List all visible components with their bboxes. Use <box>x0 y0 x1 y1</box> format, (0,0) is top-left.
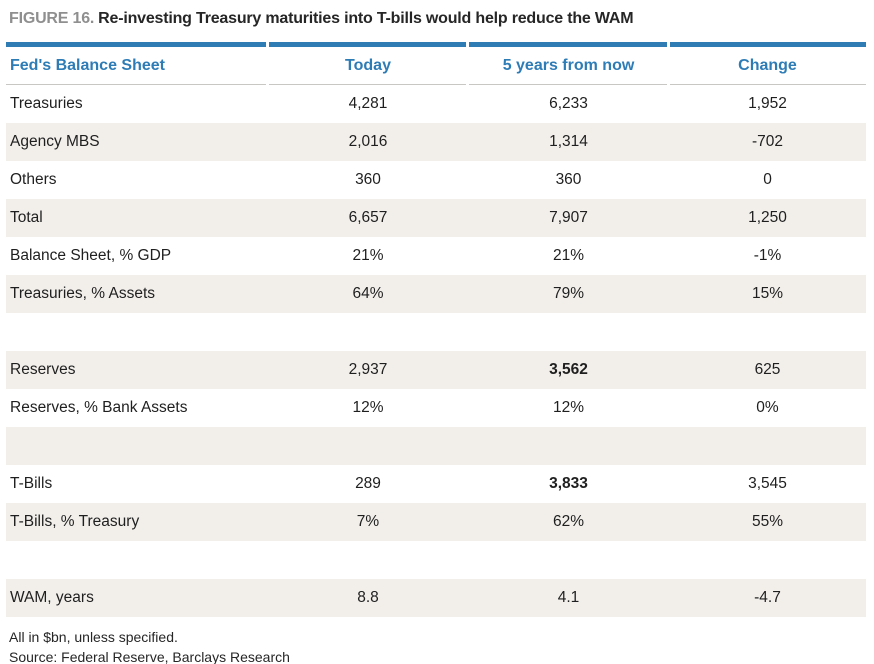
value-cell: -4.7 <box>754 589 781 606</box>
value-cell: 289 <box>355 475 381 492</box>
figure-title: FIGURE 16. Re-investing Treasury maturiti… <box>0 0 874 28</box>
header-divider-rule <box>6 84 866 85</box>
rule-segment <box>469 84 667 85</box>
table-row: Reserves 2,937 3,562 625 <box>6 351 866 389</box>
row-label-cell: T-Bills <box>10 475 53 492</box>
value-cell: 1,952 <box>748 95 787 112</box>
spacer-row <box>6 313 866 351</box>
row-label-cell: WAM, years <box>10 589 94 606</box>
value-cell: 7,907 <box>549 209 588 226</box>
rule-segment <box>6 84 266 85</box>
row-label-cell: T-Bills, % Treasury <box>10 513 140 530</box>
table-row: Treasuries, % Assets 64% 79% 15% <box>6 275 866 313</box>
row-label-cell: Balance Sheet, % GDP <box>10 247 172 264</box>
column-header-today: Today <box>345 56 391 74</box>
figure-number-label: FIGURE 16. <box>9 10 95 27</box>
row-label-cell: Total <box>10 209 43 226</box>
value-cell: 625 <box>754 361 781 378</box>
table-row: T-Bills 289 3,833 3,545 <box>6 465 866 503</box>
value-cell: 3,833 <box>549 475 588 492</box>
table-top-rule <box>6 42 866 47</box>
table-row: Others 360 360 0 <box>6 161 866 199</box>
value-cell: 62% <box>552 513 585 530</box>
value-cell: 0% <box>756 399 779 416</box>
rule-segment <box>469 42 667 47</box>
value-cell: 15% <box>751 285 784 302</box>
value-cell: 79% <box>552 285 585 302</box>
value-cell: 3,545 <box>748 475 787 492</box>
value-cell: -702 <box>751 133 784 150</box>
column-header-balance-sheet: Fed's Balance Sheet <box>10 56 165 74</box>
value-cell: 2,937 <box>348 361 388 378</box>
column-header-5-years: 5 years from now <box>502 56 635 74</box>
rule-segment <box>670 42 866 47</box>
table-row: Treasuries 4,281 6,233 1,952 <box>6 85 866 123</box>
row-label-cell: Treasuries, % Assets <box>10 285 156 302</box>
table-row: Total 6,657 7,907 1,250 <box>6 199 866 237</box>
value-cell: -1% <box>753 247 782 264</box>
value-cell: 21% <box>552 247 585 264</box>
figure-title-text: Re-investing Treasury maturities into T-… <box>98 10 634 27</box>
footnote-units: All in $bn, unless specified. <box>9 629 178 645</box>
balance-sheet-table: Fed's Balance Sheet Today 5 years from n… <box>6 42 866 617</box>
table-row: Reserves, % Bank Assets 12% 12% 0% <box>6 389 866 427</box>
value-cell: 360 <box>555 171 582 188</box>
row-label-cell: Reserves, % Bank Assets <box>10 399 188 416</box>
row-label-cell: Treasuries <box>10 95 83 112</box>
value-cell: 8.8 <box>357 589 379 606</box>
value-cell: 7% <box>356 513 380 530</box>
value-cell: 3,562 <box>549 361 588 378</box>
table-row: Agency MBS 2,016 1,314 -702 <box>6 123 866 161</box>
footnotes: All in $bn, unless specified. Source: Fe… <box>9 627 874 664</box>
value-cell: 1,314 <box>549 133 588 150</box>
row-label-cell: Others <box>10 171 57 188</box>
spacer-row <box>6 541 866 579</box>
table-body: Treasuries 4,281 6,233 1,952 Agency MBS 2,016… <box>6 85 866 617</box>
value-cell: 1,250 <box>748 209 787 226</box>
value-cell: 4.1 <box>557 589 580 606</box>
table-row: T-Bills, % Treasury 7% 62% 55% <box>6 503 866 541</box>
rule-segment <box>6 42 266 47</box>
table-header-row: Fed's Balance Sheet Today 5 years from n… <box>6 47 866 84</box>
table-row: Balance Sheet, % GDP 21% 21% -1% <box>6 237 866 275</box>
rule-segment <box>269 42 466 47</box>
value-cell: 21% <box>352 247 384 264</box>
value-cell: 360 <box>355 171 381 188</box>
value-cell: 6,233 <box>549 95 588 112</box>
value-cell: 12% <box>352 399 384 416</box>
footnote-source: Source: Federal Reserve, Barclays Resear… <box>9 649 290 664</box>
spacer-row <box>6 427 866 465</box>
value-cell: 55% <box>751 513 784 530</box>
value-cell: 12% <box>552 399 585 416</box>
value-cell: 4,281 <box>348 95 388 112</box>
rule-segment <box>269 84 466 85</box>
value-cell: 0 <box>763 171 772 188</box>
table-row: WAM, years 8.8 4.1 -4.7 <box>6 579 866 617</box>
value-cell: 2,016 <box>348 133 388 150</box>
value-cell: 64% <box>352 285 384 302</box>
row-label-cell: Agency MBS <box>10 133 100 150</box>
rule-segment <box>670 84 866 85</box>
value-cell: 6,657 <box>348 209 388 226</box>
row-label-cell: Reserves <box>10 361 76 378</box>
column-header-change: Change <box>738 56 797 74</box>
